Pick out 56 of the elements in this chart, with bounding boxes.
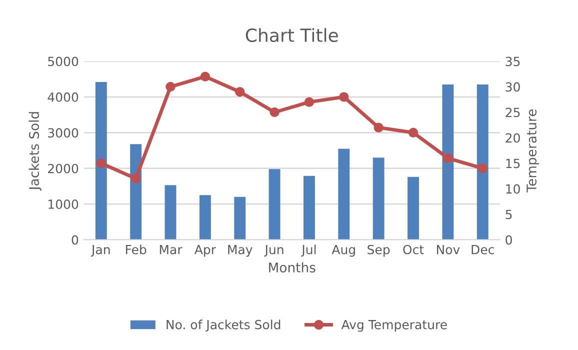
point: [130, 174, 141, 184]
y2-tick-label: 35: [506, 56, 520, 66]
y2-tick-label: 0: [506, 235, 512, 245]
x-tick-label: Jun: [264, 244, 284, 257]
bar: [95, 82, 107, 240]
x-tick-label: Dec: [472, 244, 494, 254]
y2-tick-label: 20: [506, 133, 520, 143]
point: [478, 163, 488, 174]
x-tick-label: Sep: [368, 244, 390, 257]
y-tick-label: 2000: [48, 164, 78, 174]
point: [339, 92, 349, 102]
legend-label: No. of Jackets Sold: [166, 320, 280, 332]
bar: [268, 169, 280, 240]
point: [200, 72, 210, 82]
x-tick-label: Mar: [160, 244, 182, 254]
x-tick-label: May: [228, 244, 252, 257]
bar: [304, 176, 315, 240]
point: [270, 107, 280, 118]
y2-tick-label: 30: [506, 82, 520, 92]
x-tick-label: Jan: [90, 244, 110, 257]
point: [304, 97, 314, 107]
x-axis-title: Months: [269, 262, 316, 272]
y2-tick-label: 5: [506, 210, 512, 220]
x-tick-label: Apr: [194, 244, 216, 257]
y-axis-title: Jackets Sold: [28, 112, 42, 191]
point: [235, 86, 245, 97]
y-tick-label: 5000: [48, 56, 78, 66]
y2-tick-label: 25: [506, 108, 520, 118]
bar: [372, 158, 384, 240]
bar: [234, 196, 246, 240]
bar: [130, 144, 142, 240]
chart-title: Chart Title: [246, 28, 338, 42]
point: [374, 122, 384, 132]
y2-tick-label: 15: [506, 158, 520, 168]
y2-tick-label: 10: [506, 184, 520, 194]
point: [166, 82, 176, 92]
y-tick-label: 1000: [48, 200, 78, 209]
x-tick-label: Jul: [301, 244, 316, 257]
y-tick-label: 4000: [48, 92, 78, 102]
bar: [442, 84, 454, 240]
y-tick-label: 3000: [48, 128, 78, 138]
x-tick-label: Oct: [403, 244, 424, 254]
legend-label: Avg Temperature: [341, 320, 447, 332]
point: [408, 128, 418, 138]
bar: [476, 84, 488, 240]
bar: [338, 148, 350, 240]
x-tick-label: Aug: [332, 244, 355, 257]
bar: [164, 185, 176, 240]
x-tick-label: Nov: [436, 244, 460, 254]
bar: [408, 176, 419, 240]
point: [443, 153, 453, 164]
x-tick-label: Feb: [126, 244, 146, 254]
y2-axis-title: Temperature: [526, 109, 540, 192]
point: [96, 158, 106, 168]
y-tick-label: 0: [72, 235, 78, 245]
bar: [199, 195, 211, 240]
